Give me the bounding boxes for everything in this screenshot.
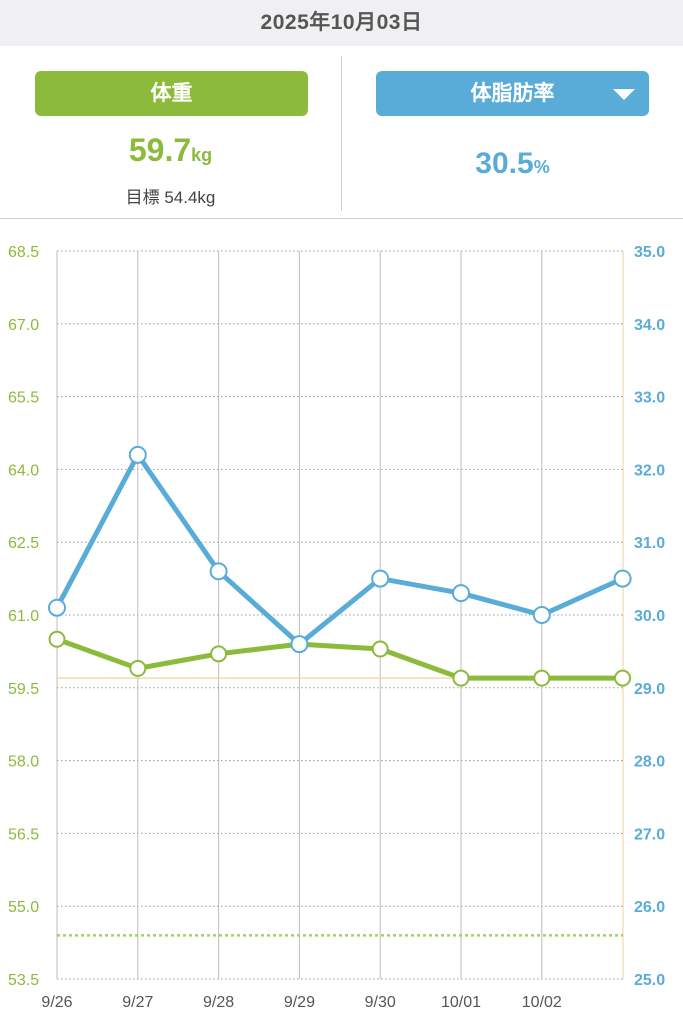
body-fat-series-line: [54, 452, 626, 647]
body-fat-label: 体脂肪率: [470, 82, 555, 105]
weight-data-point: [48, 630, 66, 648]
body-fat-data-point: [452, 584, 470, 603]
body-fat-dropdown-button[interactable]: 体脂肪率: [376, 71, 649, 116]
y-left-tick-label: 61.0: [8, 608, 39, 625]
weight-data-point: [210, 645, 228, 663]
body-fat-data-point: [613, 569, 632, 588]
y-right-tick-label: 26.0: [634, 899, 665, 916]
y-right-tick-label: 30.0: [634, 608, 665, 625]
y-left-tick-label: 59.5: [8, 681, 39, 698]
body-fat-data-point: [48, 598, 66, 617]
weight-data-point: [452, 669, 470, 687]
weight-panel: 体重 59.7kg 目標 54.4kg: [0, 46, 341, 218]
body-fat-data-point: [290, 635, 309, 654]
y-right-tick-label: 32.0: [634, 462, 665, 479]
y-right-tick-label: 28.0: [634, 754, 665, 771]
body-fat-value: 30.5: [475, 147, 534, 180]
x-tick-label: 9/27: [122, 994, 153, 1011]
body-fat-data-point: [209, 562, 228, 581]
x-tick-label: 9/28: [203, 994, 234, 1011]
x-tick-label: 10/01: [441, 994, 481, 1011]
y-left-tick-label: 56.5: [8, 826, 39, 843]
y-left-tick-label: 53.5: [8, 972, 39, 989]
x-tick-label: 9/29: [284, 994, 315, 1011]
body-fat-data-point: [532, 606, 551, 624]
date-header: 2025年10月03日: [0, 0, 683, 46]
y-left-tick-label: 65.5: [8, 390, 39, 407]
weight-series-line: [54, 636, 626, 681]
triangle-down-icon: [613, 89, 635, 100]
x-tick-label: 9/30: [365, 994, 396, 1011]
y-left-tick-label: 68.5: [8, 244, 39, 261]
y-left-tick-label: 55.0: [8, 899, 39, 916]
body-fat-data-point: [128, 445, 147, 464]
panel-divider: [341, 56, 342, 211]
weight-data-point: [533, 669, 551, 687]
weight-data-point: [614, 669, 632, 687]
weight-bodyfat-chart: 68.5 67.0 65.5 64.0 62.5 61.0 59.5 58.0 56.5 55.0…: [8, 244, 665, 1011]
y-left-tick-label: 67.0: [8, 317, 39, 334]
weight-data-point: [129, 659, 147, 677]
y-right-tick-label: 35.0: [634, 244, 665, 261]
goal-label: 目標: [125, 188, 160, 207]
body-fat-unit: %: [533, 157, 550, 177]
y-left-tick-label: 58.0: [8, 754, 39, 771]
section-divider: [0, 218, 683, 219]
body-fat-value-display: 30.5%: [342, 147, 683, 181]
y-right-tick-label: 31.0: [634, 535, 665, 552]
weight-value-display: 59.7kg: [0, 132, 341, 169]
goal-weight-text: 目標 54.4kg: [0, 183, 341, 208]
body-fat-panel: 体脂肪率 30.5%: [342, 46, 683, 218]
weight-tab-button[interactable]: 体重: [35, 71, 308, 116]
y-left-tick-label: 64.0: [8, 462, 39, 479]
y-right-tick-label: 33.0: [634, 390, 665, 407]
y-right-tick-label: 29.0: [634, 681, 665, 698]
body-fat-data-point: [371, 569, 390, 588]
x-tick-label: 10/02: [522, 994, 562, 1011]
weight-data-point: [371, 640, 389, 658]
x-tick-label: 9/26: [41, 994, 72, 1011]
y-right-tick-label: 25.0: [634, 972, 665, 989]
y-right-tick-label: 34.0: [634, 317, 665, 334]
y-left-tick-label: 62.5: [8, 535, 39, 552]
weight-unit: kg: [191, 145, 213, 165]
goal-value: 54.4kg: [164, 188, 216, 207]
weight-value: 59.7: [128, 132, 192, 168]
y-right-tick-label: 27.0: [634, 826, 665, 843]
